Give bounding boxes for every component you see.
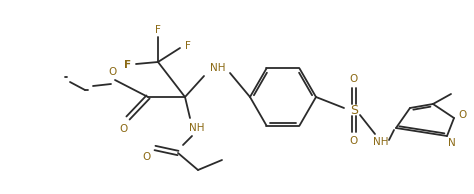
Text: N: N [448, 138, 456, 148]
Text: O: O [459, 110, 467, 120]
Text: F: F [185, 41, 191, 51]
Text: O: O [350, 74, 358, 84]
Text: O: O [109, 67, 117, 77]
Text: NH: NH [210, 63, 226, 73]
Text: O: O [143, 152, 151, 162]
Text: NH: NH [189, 123, 205, 133]
Text: O: O [120, 124, 128, 134]
Text: NH: NH [373, 137, 389, 147]
Text: F: F [155, 25, 161, 35]
Text: S: S [350, 104, 358, 117]
Text: F: F [125, 60, 132, 70]
Text: O: O [350, 136, 358, 146]
